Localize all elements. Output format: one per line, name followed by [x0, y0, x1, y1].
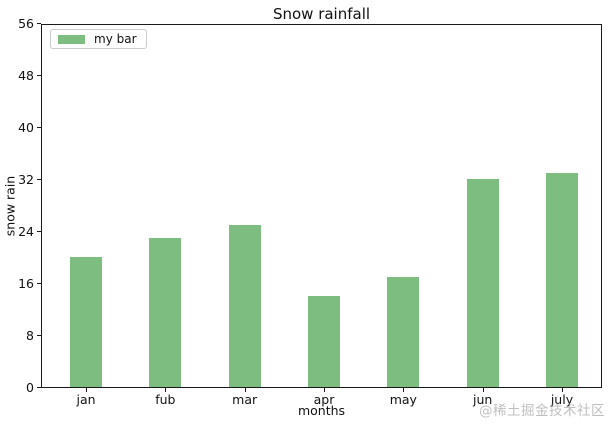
bar-apr — [307, 296, 340, 387]
bar-jan — [70, 257, 102, 387]
x-tick-label-apr: apr — [313, 392, 335, 407]
y-tick-label: 56 — [18, 16, 34, 31]
y-tick-label: 48 — [18, 68, 34, 83]
x-tick-label-jun: jun — [472, 392, 493, 407]
x-tick-label-may: may — [389, 392, 417, 407]
x-tick-label-mar: mar — [232, 392, 258, 407]
x-tick-mark — [482, 388, 484, 392]
y-tick-mark — [37, 387, 41, 388]
bar-mar — [228, 224, 261, 387]
plot-area: my bar — [41, 24, 602, 388]
y-tick-label: 40 — [18, 120, 34, 135]
y-tick-mark — [37, 283, 41, 284]
chart-title: Snow rainfall — [272, 5, 371, 23]
y-tick-mark — [37, 75, 41, 76]
x-axis-label: months — [297, 403, 346, 418]
x-tick-mark — [323, 388, 325, 392]
y-tick-label: 8 — [26, 328, 34, 343]
x-tick-mark — [561, 388, 563, 392]
watermark: @稀土掘金技术社区 — [479, 403, 605, 419]
y-tick-mark — [37, 23, 41, 24]
x-tick-mark — [244, 388, 246, 392]
x-tick-mark — [165, 388, 167, 392]
bar-jun — [466, 179, 499, 387]
x-tick-label-fub: fub — [155, 392, 176, 407]
bar-fub — [149, 237, 182, 387]
x-tick-label-july: july — [550, 392, 574, 407]
y-tick-label: 32 — [18, 172, 34, 187]
bar-may — [387, 276, 420, 387]
y-tick-mark — [37, 335, 41, 336]
x-tick-mark — [403, 388, 405, 392]
y-tick-mark — [37, 231, 41, 232]
bar-july — [545, 172, 578, 387]
y-tick-mark — [37, 179, 41, 180]
x-tick-label-jan: jan — [76, 392, 96, 407]
legend: my bar — [50, 29, 147, 49]
y-tick-label: 24 — [18, 224, 34, 239]
y-tick-label: 16 — [18, 276, 34, 291]
y-tick-label: 0 — [26, 380, 34, 395]
x-tick-mark — [86, 388, 87, 392]
legend-swatch — [58, 34, 85, 44]
legend-label: my bar — [94, 32, 137, 46]
y-axis-label: snow rain — [2, 175, 18, 237]
y-tick-mark — [37, 127, 41, 128]
